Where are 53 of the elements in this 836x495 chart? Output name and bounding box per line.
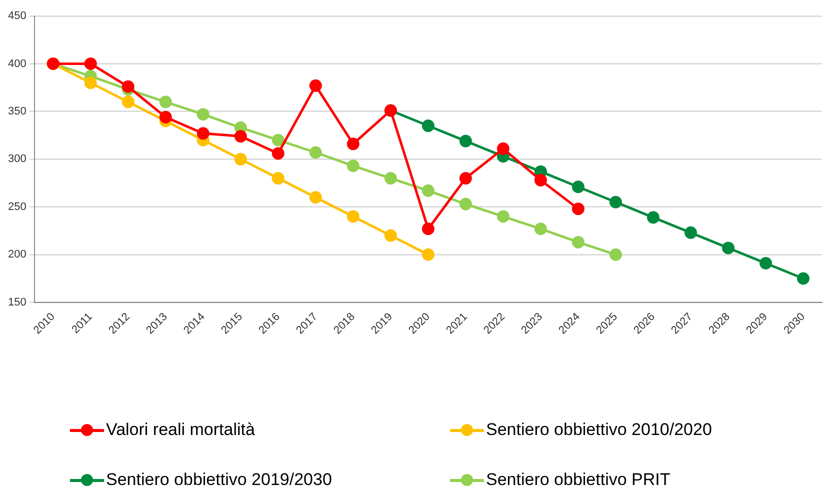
point xyxy=(384,229,397,242)
point xyxy=(572,202,584,216)
y-tick-label: 250 xyxy=(8,200,26,213)
point xyxy=(496,210,510,223)
point xyxy=(272,147,284,160)
point xyxy=(122,96,134,108)
point xyxy=(496,142,510,155)
legend-label: Sentiero obbiettivo 2010/2020 xyxy=(486,420,712,440)
point xyxy=(234,152,247,166)
point xyxy=(534,222,547,236)
legend-label: Valori reali mortalità xyxy=(106,420,255,440)
legend-label: Sentiero obbiettivo PRIT xyxy=(486,470,670,490)
point xyxy=(422,184,434,197)
point xyxy=(309,79,322,92)
point xyxy=(122,80,134,93)
y-tick-label: 450 xyxy=(8,10,26,22)
y-tick-label: 350 xyxy=(8,105,26,118)
point xyxy=(159,96,172,108)
point xyxy=(84,76,97,90)
y-tick-label: 150 xyxy=(8,296,26,308)
point xyxy=(84,57,97,70)
legend-label: Sentiero obbiettivo 2019/2030 xyxy=(106,470,332,490)
point xyxy=(759,256,772,270)
point xyxy=(384,172,397,185)
point xyxy=(572,236,584,248)
point xyxy=(196,127,210,140)
point xyxy=(346,210,360,223)
y-tick-label: 400 xyxy=(8,58,26,70)
point xyxy=(459,198,472,210)
point xyxy=(272,172,284,185)
point xyxy=(422,248,434,261)
y-tick-label: 200 xyxy=(8,248,26,261)
point xyxy=(534,174,547,186)
point xyxy=(159,110,172,124)
point xyxy=(196,108,210,121)
point xyxy=(272,134,284,146)
y-tick-label: 300 xyxy=(8,153,26,166)
point xyxy=(796,272,810,285)
point xyxy=(572,180,584,194)
point xyxy=(309,146,322,159)
point xyxy=(309,191,322,204)
point xyxy=(722,242,734,254)
point xyxy=(459,172,472,185)
point xyxy=(646,211,660,224)
point xyxy=(684,226,697,239)
point xyxy=(459,134,472,148)
point xyxy=(609,248,622,261)
point xyxy=(346,138,360,150)
point xyxy=(234,130,247,143)
point xyxy=(346,160,360,172)
point xyxy=(422,120,434,132)
point xyxy=(609,196,622,208)
point xyxy=(422,222,434,236)
